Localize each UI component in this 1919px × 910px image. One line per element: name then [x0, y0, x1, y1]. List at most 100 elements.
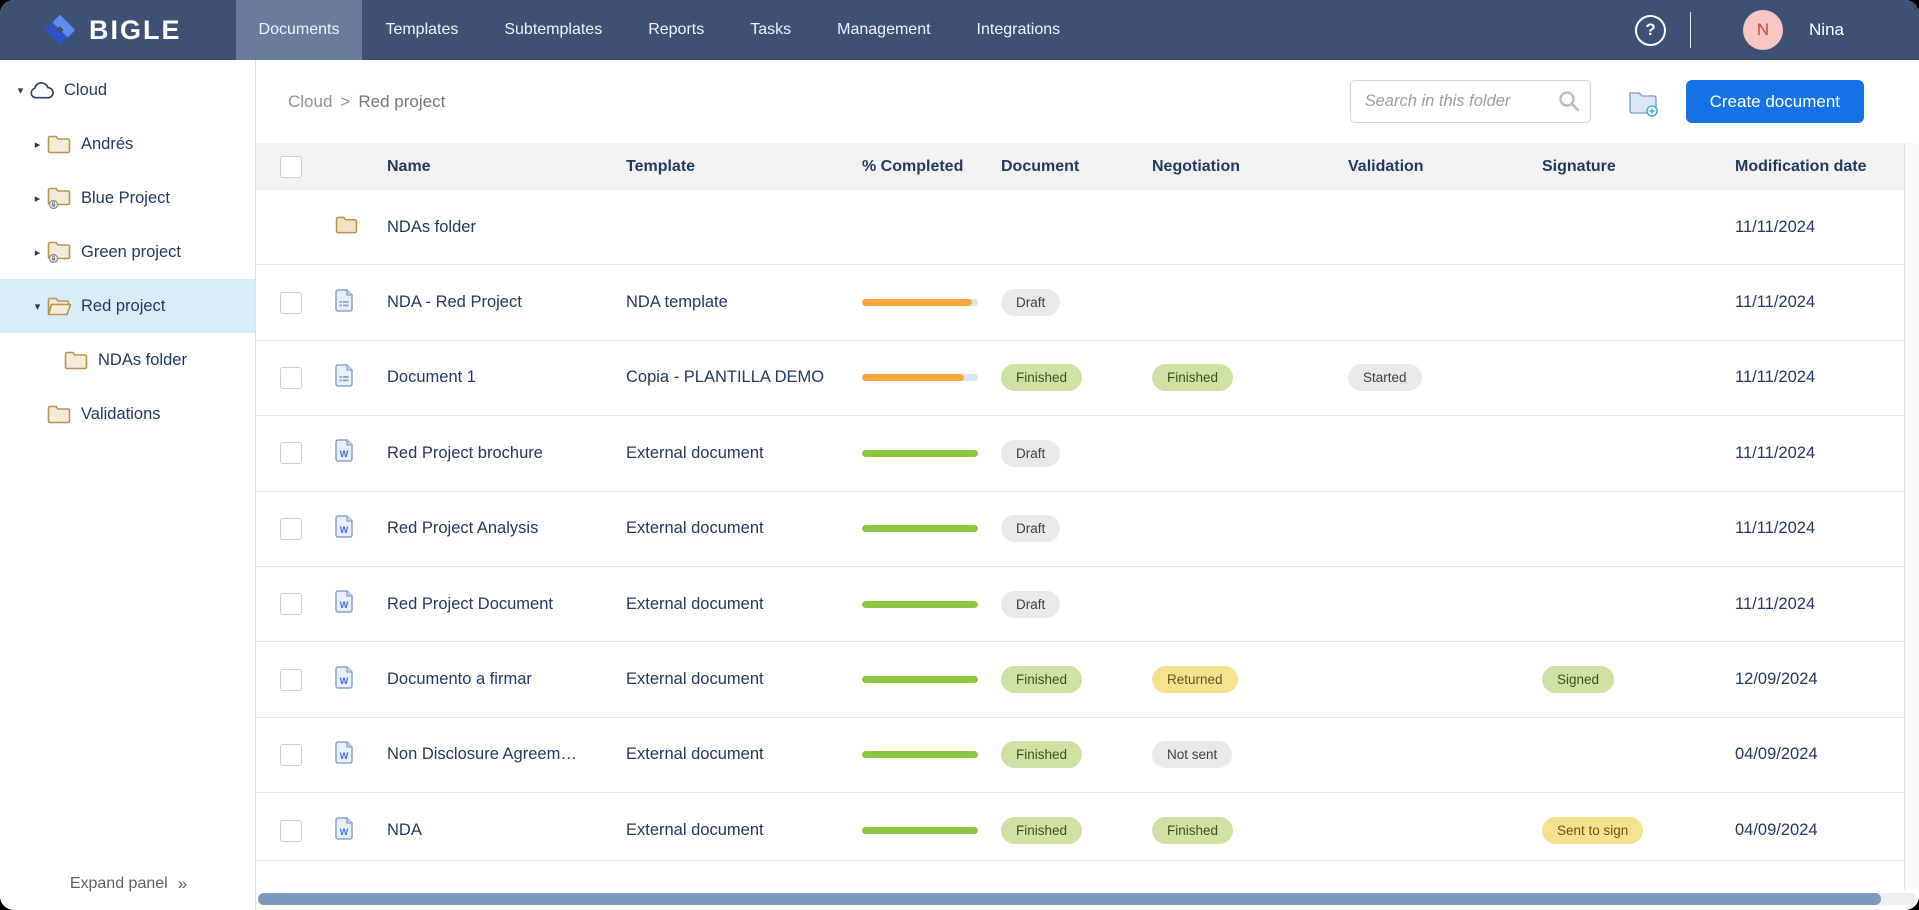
- progress-bar-fill: [862, 449, 978, 457]
- nav-tab-tasks[interactable]: Tasks: [750, 21, 792, 38]
- brand[interactable]: BIGLE: [0, 0, 182, 60]
- sidebar-item-green-project[interactable]: ▸ Green project: [0, 225, 255, 279]
- row-checkbox[interactable]: [280, 593, 302, 616]
- table-row[interactable]: W Non Disclosure Agreem… External document…: [256, 717, 1905, 794]
- document-status-badge: Draft: [1001, 289, 1061, 317]
- new-folder-button[interactable]: [1627, 87, 1659, 117]
- table-row[interactable]: W NDA External document Finished Finished Sen…: [256, 793, 1905, 860]
- row-name[interactable]: Red Project Analysis: [387, 519, 539, 538]
- user-menu[interactable]: N Nina: [1743, 10, 1844, 50]
- nav-tab-reports[interactable]: Reports: [648, 21, 705, 38]
- word-document-icon: W: [335, 741, 353, 769]
- column-header-negotiation[interactable]: Negotiation: [1152, 157, 1240, 175]
- row-modification-date: 12/09/2024: [1735, 670, 1818, 689]
- row-checkbox[interactable]: [280, 743, 302, 766]
- row-modification-date: 04/09/2024: [1735, 745, 1818, 764]
- column-header-name[interactable]: Name: [387, 157, 431, 175]
- horizontal-scrollbar-thumb[interactable]: [258, 893, 1881, 905]
- table-row[interactable]: NDAs folder 11/11/2024: [256, 190, 1905, 266]
- svg-text:W: W: [340, 600, 349, 610]
- progress-bar: [862, 449, 978, 457]
- row-name[interactable]: Non Disclosure Agreem…: [387, 745, 577, 764]
- document-status-badge: Draft: [1001, 439, 1061, 467]
- document-status-badge: Draft: [1001, 590, 1061, 618]
- row-checkbox[interactable]: [280, 668, 302, 691]
- row-modification-date: 11/11/2024: [1735, 594, 1816, 613]
- row-checkbox[interactable]: [280, 517, 302, 540]
- column-header-moddate[interactable]: Modification date: [1735, 157, 1867, 175]
- table-row[interactable]: Document 1 Copia - PLANTILLA DEMO Finished…: [256, 340, 1905, 417]
- caret-down-icon[interactable]: ▾: [17, 84, 24, 97]
- progress-bar: [862, 525, 978, 533]
- row-name[interactable]: Documento a firmar: [387, 670, 532, 689]
- table-row[interactable]: NDA - Red Project NDA template Draft 11/11/…: [256, 265, 1905, 341]
- row-modification-date: 11/11/2024: [1735, 368, 1816, 387]
- column-header-validation[interactable]: Validation: [1348, 157, 1424, 175]
- caret-right-icon[interactable]: ▸: [34, 192, 41, 205]
- row-name[interactable]: Red Project Document: [387, 594, 553, 613]
- signature-status-badge: Sent to sign: [1542, 817, 1644, 845]
- word-document-icon: W: [335, 665, 353, 694]
- table-row[interactable]: W Red Project brochure External document Dr…: [256, 416, 1905, 492]
- help-icon[interactable]: ?: [1635, 14, 1667, 46]
- search-input[interactable]: [1349, 80, 1591, 123]
- table-rows: NDAs folder 11/11/2024 NDA - Red Project ND…: [256, 190, 1905, 861]
- folder-icon: [46, 132, 72, 156]
- table-row[interactable]: W Red Project Document External document Dr…: [256, 566, 1905, 643]
- sidebar-item-cloud[interactable]: ▾ Cloud: [0, 63, 255, 117]
- progress-bar: [862, 600, 978, 608]
- create-document-button[interactable]: Create document: [1685, 80, 1864, 123]
- folder-lock-icon: [46, 240, 72, 264]
- document-icon: [335, 364, 353, 392]
- row-checkbox[interactable]: [280, 291, 302, 314]
- row-name[interactable]: Red Project brochure: [387, 443, 543, 462]
- horizontal-scrollbar-track[interactable]: [258, 893, 1917, 905]
- caret-right-icon[interactable]: ▸: [34, 138, 41, 151]
- row-checkbox[interactable]: [280, 442, 302, 465]
- column-header-document[interactable]: Document: [1001, 157, 1080, 175]
- search-icon: [1558, 91, 1579, 112]
- table-row[interactable]: W Documento a firmar External document Fini…: [256, 642, 1905, 718]
- sidebar-item-validations[interactable]: Validations: [0, 387, 255, 441]
- document-status-badge: Finished: [1001, 741, 1083, 769]
- folder-tree-sidebar: ▾ Cloud ▸ Andrés ▸ Blue Project ▸ Green project…: [0, 60, 256, 910]
- nav-tab-documents[interactable]: Documents: [235, 0, 363, 60]
- sidebar-item-red-project[interactable]: ▾ Red project: [0, 279, 255, 333]
- sidebar-item-blue-project[interactable]: ▸ Blue Project: [0, 171, 255, 225]
- row-name[interactable]: Document 1: [387, 368, 476, 387]
- document-icon: [335, 288, 353, 317]
- row-template: External document: [626, 519, 764, 538]
- nav-tab-management[interactable]: Management: [837, 21, 931, 38]
- sidebar-item-ndas-folder[interactable]: NDAs folder: [0, 333, 255, 387]
- nav-tab-integrations[interactable]: Integrations: [976, 21, 1061, 38]
- column-header-signature[interactable]: Signature: [1542, 157, 1616, 175]
- column-header-template[interactable]: Template: [626, 157, 696, 175]
- table-row[interactable]: W Red Project Analysis External document Dr…: [256, 491, 1905, 567]
- breadcrumb-separator: >: [340, 91, 351, 111]
- document-status-badge: Draft: [1001, 515, 1061, 543]
- sidebar-item-andrés[interactable]: ▸ Andrés: [0, 117, 255, 171]
- main-panel: Cloud > Red project: [256, 60, 1919, 910]
- vertical-scrollbar-gutter[interactable]: [1904, 143, 1919, 890]
- folder-open-icon: [46, 294, 72, 318]
- avatar[interactable]: N: [1743, 10, 1784, 50]
- folder-icon: [46, 402, 72, 426]
- row-checkbox[interactable]: [280, 366, 302, 389]
- sidebar-item-label: Andrés: [81, 134, 134, 153]
- expand-panel-button[interactable]: Expand panel »: [0, 874, 255, 894]
- row-name[interactable]: NDA: [387, 821, 422, 840]
- breadcrumb-item[interactable]: Cloud: [288, 91, 333, 111]
- nav-tab-templates[interactable]: Templates: [385, 21, 459, 38]
- nav-tab-subtemplates[interactable]: Subtemplates: [504, 21, 603, 38]
- column-header-completed[interactable]: % Completed: [862, 157, 964, 175]
- row-template: Copia - PLANTILLA DEMO: [626, 368, 825, 387]
- row-template: External document: [626, 443, 764, 462]
- caret-right-icon[interactable]: ▸: [34, 246, 41, 259]
- caret-down-icon[interactable]: ▾: [34, 300, 41, 313]
- row-name[interactable]: NDAs folder: [387, 217, 476, 236]
- folder-lock-icon: [46, 186, 72, 210]
- select-all-checkbox[interactable]: [280, 155, 302, 178]
- negotiation-status-badge: Finished: [1152, 364, 1234, 392]
- row-name[interactable]: NDA - Red Project: [387, 293, 522, 312]
- row-checkbox[interactable]: [280, 819, 302, 842]
